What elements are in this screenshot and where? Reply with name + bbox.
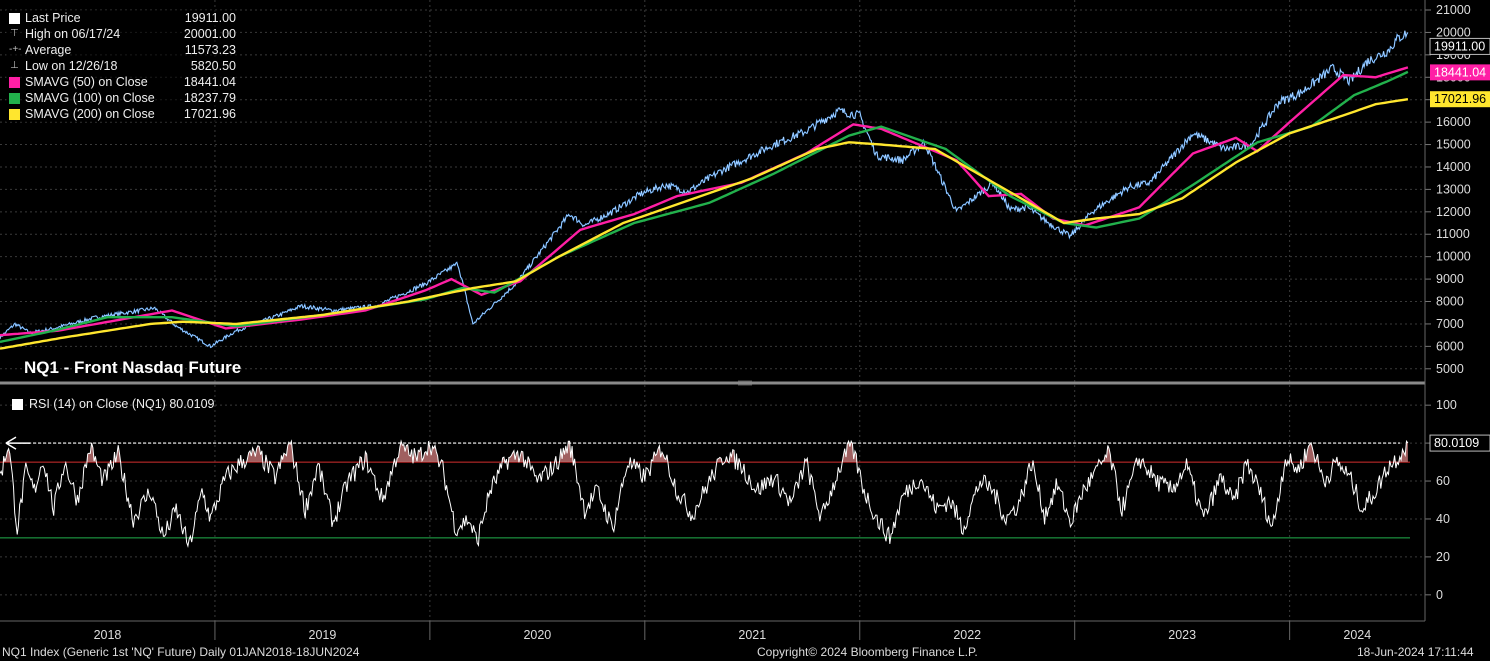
last-value-tags: 19911.00 18441.04 17021.96 80.0109 (1429, 37, 1490, 452)
year-label: 2018 (94, 628, 122, 642)
last-price-swatch (9, 12, 20, 24)
legend-label: Last Price (25, 11, 81, 25)
price-series-group (0, 30, 1409, 350)
rsi-last-tag: 80.0109 (1429, 434, 1490, 452)
last-price-tag-box (1429, 37, 1490, 55)
average-marker-icon: -+- (9, 44, 22, 55)
legend-label: SMAVG (200) on Close (25, 107, 155, 121)
footer-timestamp: 18-Jun-2024 17:11:44 (1357, 645, 1474, 659)
legend-label: SMAVG (100) on Close (25, 91, 155, 105)
sma100-swatch (9, 92, 20, 104)
rsi-last-tag-text: 80.0109 (1434, 436, 1479, 450)
sma200-tag-text: 17021.96 (1434, 92, 1486, 106)
rsi-last-tag-box (1429, 434, 1490, 452)
rsi-legend-label: RSI (14) on Close (NQ1) 80.0109 (29, 397, 215, 411)
price-tick-label: 8000 (1436, 295, 1464, 309)
rsi-swatch (12, 398, 23, 410)
rsi-tick-label: 100 (1436, 398, 1457, 412)
footer-copyright: Copyright© 2024 Bloomberg Finance L.P. (757, 645, 978, 659)
year-label: 2019 (309, 628, 337, 642)
rsi-tick-label: 40 (1436, 512, 1450, 526)
legend-row-sma100: SMAVG (100) on Close 18237.79 (6, 90, 238, 106)
price-tick-label: 5000 (1436, 362, 1464, 376)
legend-value: 18237.79 (183, 91, 236, 105)
rsi-arrow-icon (5, 436, 30, 450)
sma200-swatch (9, 108, 20, 120)
chart-title: NQ1 - Front Nasdaq Future (24, 358, 242, 377)
price-tick-label: 12000 (1436, 205, 1471, 219)
price-tick-label: 15000 (1436, 138, 1471, 152)
rsi-tick-label: 20 (1436, 550, 1450, 564)
price-tick-label: 16000 (1436, 115, 1471, 129)
legend-row-last-price: Last Price 19911.00 (6, 10, 238, 26)
legend-label: SMAVG (50) on Close (25, 75, 148, 89)
sma50-tag-box (1430, 64, 1490, 81)
legend-row-low: ⊥ Low on 12/26/18 5820.50 (6, 58, 238, 74)
legend-value: 19911.00 (184, 11, 236, 25)
low-marker-icon: ⊥ (10, 60, 19, 71)
legend-value: 11573.23 (184, 43, 236, 57)
legend-row-average: -+- Average 11573.23 (6, 42, 238, 58)
price-series-highlight (0, 30, 1409, 348)
legend-row-sma50: SMAVG (50) on Close 18441.04 (6, 74, 238, 90)
legend-label: Average (25, 43, 72, 57)
price-tick-label: 11000 (1436, 227, 1470, 241)
price-tick-label: 7000 (1436, 317, 1464, 331)
legend-row-high: ⊤ High on 06/17/24 20001.00 (6, 26, 238, 42)
legend-value: 5820.50 (190, 59, 236, 73)
last-price-tag: 19911.00 (1429, 37, 1490, 55)
rsi-tick-label: 0 (1436, 588, 1443, 602)
sma50-tag: 18441.04 (1430, 64, 1490, 81)
legend-row-sma200: SMAVG (200) on Close 17021.96 (6, 106, 238, 122)
year-label: 2021 (738, 628, 766, 642)
rsi-line (0, 439, 1409, 548)
x-axis: 2018 2019 2020 2021 2022 2023 2024 (94, 621, 1371, 642)
rsi-legend: RSI (14) on Close (NQ1) 80.0109 (12, 397, 215, 411)
year-label: 2022 (953, 628, 981, 642)
year-label: 2020 (523, 628, 551, 642)
sma200-line (0, 98, 1409, 350)
rsi-tick-label: 60 (1436, 474, 1450, 488)
price-tick-label: 20000 (1436, 25, 1471, 39)
high-marker-icon: ⊤ (10, 28, 19, 39)
footer-security-info: NQ1 Index (Generic 1st 'NQ' Future) Dail… (2, 645, 360, 659)
legend-value: 18441.04 (183, 75, 236, 89)
sma50-tag-text: 18441.04 (1434, 65, 1486, 79)
sma50-swatch (9, 76, 20, 88)
legend-value: 17021.96 (183, 107, 236, 121)
price-tick-label: 9000 (1436, 272, 1464, 286)
price-tick-label: 6000 (1436, 339, 1464, 353)
sma200-tag-box (1430, 91, 1490, 108)
rsi-series-group (0, 436, 1410, 548)
legend-label: High on 06/17/24 (25, 27, 121, 41)
price-tick-label: 10000 (1436, 250, 1471, 264)
last-price-tag-text: 19911.00 (1434, 39, 1485, 53)
legend-value: 20001.00 (183, 27, 236, 41)
sma200-tag: 17021.96 (1430, 91, 1490, 108)
price-legend: Last Price 19911.00 ⊤ High on 06/17/24 2… (6, 10, 238, 122)
sma100-line (0, 70, 1409, 344)
year-label: 2023 (1168, 628, 1196, 642)
legend-label: Low on 12/26/18 (25, 59, 118, 73)
price-tick-label: 13000 (1436, 182, 1471, 196)
price-tick-label: 21000 (1436, 3, 1471, 17)
year-label: 2024 (1343, 628, 1371, 642)
price-tick-label: 14000 (1436, 160, 1471, 174)
price-grid (0, 0, 1431, 621)
